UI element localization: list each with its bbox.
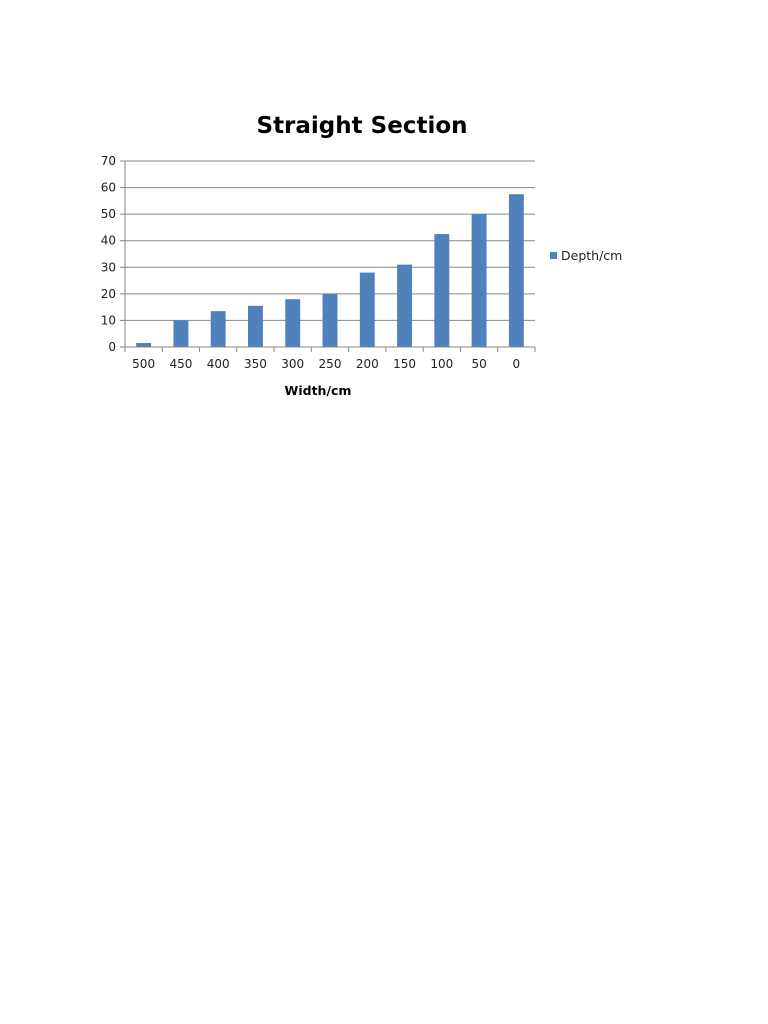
x-tick-label: 350	[244, 357, 267, 371]
y-tick-label: 0	[108, 340, 116, 354]
bar	[397, 264, 412, 347]
y-tick-label: 60	[101, 181, 116, 195]
bar	[359, 272, 375, 347]
x-tick-label: 100	[430, 357, 453, 371]
legend-label: Depth/cm	[561, 248, 622, 263]
bar	[508, 194, 524, 347]
x-tick-label: 500	[132, 357, 155, 371]
legend-swatch	[550, 252, 557, 259]
y-tick-label: 10	[101, 313, 116, 327]
x-tick-labels: 500 450 400 350 300 250 200 150 100 50 0	[132, 357, 520, 371]
gridlines	[125, 160, 535, 321]
chart-title: Straight Section	[257, 113, 468, 139]
axes	[120, 160, 536, 352]
y-tick-label: 30	[101, 260, 116, 274]
x-tick-label: 300	[281, 357, 304, 371]
bar	[285, 299, 301, 347]
y-tick-label: 40	[101, 234, 116, 248]
bar	[136, 343, 152, 347]
bars	[136, 194, 524, 347]
bar	[471, 214, 487, 347]
x-tick-label: 50	[471, 357, 486, 371]
bar	[322, 293, 338, 347]
x-tick-label: 0	[513, 357, 521, 371]
bar	[248, 305, 263, 347]
x-tick-label: 450	[169, 357, 192, 371]
y-tick-label: 50	[101, 207, 116, 221]
legend: Depth/cm	[550, 248, 622, 263]
x-tick-label: 250	[319, 357, 342, 371]
y-tick-label: 20	[101, 287, 116, 301]
y-tick-label: 70	[101, 154, 116, 168]
x-axis-title: Width/cm	[285, 383, 352, 398]
bar	[434, 234, 450, 347]
bar	[173, 320, 189, 347]
bar	[210, 311, 226, 347]
y-tick-labels: 0 10 20 30 40 50 60 70	[101, 154, 116, 354]
x-tick-label: 150	[393, 357, 416, 371]
x-tick-label: 200	[356, 357, 379, 371]
x-tick-label: 400	[207, 357, 230, 371]
